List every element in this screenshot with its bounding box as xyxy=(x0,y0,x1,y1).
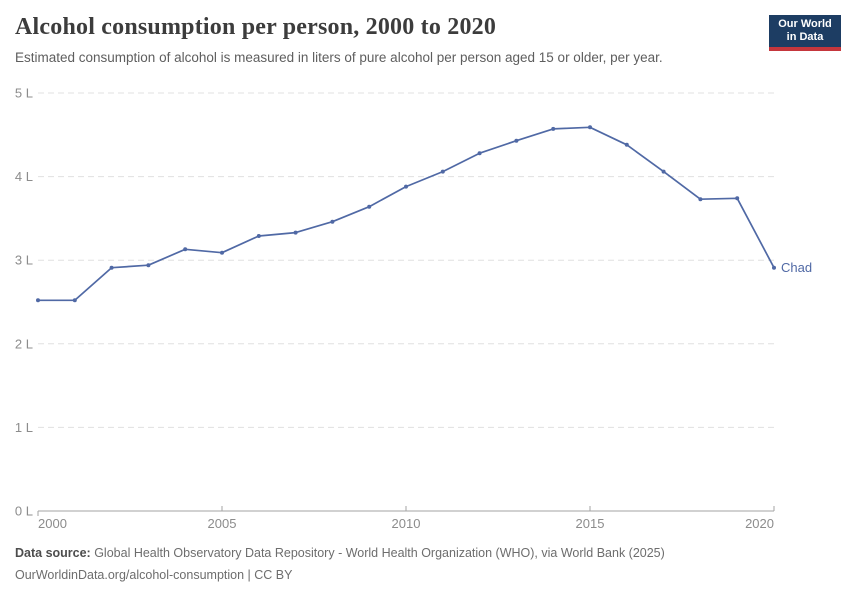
data-point-marker[interactable] xyxy=(330,219,335,224)
data-point-marker[interactable] xyxy=(36,298,40,303)
owid-logo-line2: in Data xyxy=(786,31,824,43)
data-point-marker[interactable] xyxy=(624,142,629,147)
y-axis-tick-label: 4 L xyxy=(15,169,33,184)
x-axis-tick-label: 2015 xyxy=(576,516,605,531)
data-point-marker[interactable] xyxy=(183,247,188,252)
data-point-marker[interactable] xyxy=(735,196,740,201)
x-axis-tick-label: 2010 xyxy=(392,516,421,531)
owid-logo-line1: Our World xyxy=(778,18,832,30)
chart-title: Alcohol consumption per person, 2000 to … xyxy=(15,14,497,40)
chart-subtitle: Estimated consumption of alcohol is meas… xyxy=(15,50,663,65)
data-point-marker[interactable] xyxy=(72,298,77,303)
y-axis-tick-label: 1 L xyxy=(15,420,33,435)
data-source-label: Data source: xyxy=(15,546,91,560)
data-point-marker[interactable] xyxy=(440,169,445,174)
data-point-marker[interactable] xyxy=(588,125,592,130)
series-end-label: Chad xyxy=(781,260,812,275)
data-point-marker[interactable] xyxy=(404,184,408,189)
data-point-marker[interactable] xyxy=(514,138,519,143)
data-point-marker[interactable] xyxy=(256,234,261,238)
data-point-marker[interactable] xyxy=(293,230,298,235)
data-point-marker[interactable] xyxy=(367,204,372,209)
x-axis-tick-label: 2005 xyxy=(208,516,237,531)
chart-footer: Data source: Global Health Observatory D… xyxy=(15,545,665,589)
y-axis-tick-label: 5 L xyxy=(15,86,33,101)
y-axis-tick-label: 2 L xyxy=(15,336,33,351)
data-source-text: Global Health Observatory Data Repositor… xyxy=(90,546,665,560)
data-source-line: Data source: Global Health Observatory D… xyxy=(15,545,665,561)
data-point-marker[interactable] xyxy=(109,265,114,270)
data-point-marker[interactable] xyxy=(220,250,224,255)
data-point-marker[interactable] xyxy=(551,126,556,131)
data-point-marker[interactable] xyxy=(698,197,703,202)
footer-link-line: OurWorldinData.org/alcohol-consumption |… xyxy=(15,568,293,582)
y-axis-tick-label: 0 L xyxy=(15,504,33,519)
data-point-marker[interactable] xyxy=(772,265,776,270)
series-line[interactable] xyxy=(37,126,775,302)
data-point-marker[interactable] xyxy=(661,169,666,174)
data-point-marker[interactable] xyxy=(477,151,482,156)
owid-logo[interactable]: Our World in Data xyxy=(769,15,841,51)
x-axis-tick-label: 2000 xyxy=(38,516,67,531)
data-point-marker[interactable] xyxy=(146,263,151,268)
y-axis-tick-label: 3 L xyxy=(15,253,33,268)
x-axis-tick-label: 2020 xyxy=(745,516,774,531)
